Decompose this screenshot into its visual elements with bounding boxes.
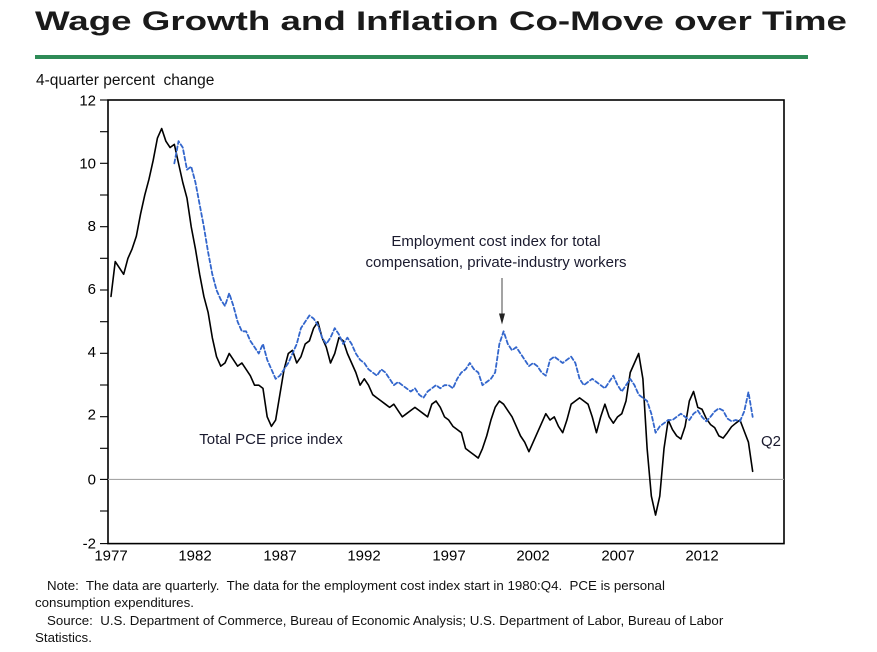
svg-text:compensation, private-industry: compensation, private-industry workers	[366, 254, 627, 271]
svg-text:2002: 2002	[516, 548, 549, 565]
svg-text:0: 0	[88, 471, 96, 488]
svg-text:1997: 1997	[432, 548, 465, 565]
svg-text:12: 12	[79, 93, 96, 110]
svg-text:1982: 1982	[178, 548, 211, 565]
svg-text:Q2: Q2	[761, 433, 781, 450]
svg-text:8: 8	[88, 218, 96, 235]
svg-text:6: 6	[88, 281, 96, 298]
svg-text:Total PCE price index: Total PCE price index	[199, 431, 343, 448]
svg-text:2012: 2012	[685, 548, 718, 565]
svg-text:1987: 1987	[263, 548, 296, 565]
svg-text:Employment cost index for tota: Employment cost index for total	[391, 233, 600, 250]
svg-text:10: 10	[79, 155, 96, 172]
svg-text:4: 4	[88, 344, 96, 361]
svg-text:2007: 2007	[601, 548, 634, 565]
svg-text:1992: 1992	[347, 548, 380, 565]
svg-text:2: 2	[88, 407, 96, 424]
svg-text:1977: 1977	[94, 548, 127, 565]
